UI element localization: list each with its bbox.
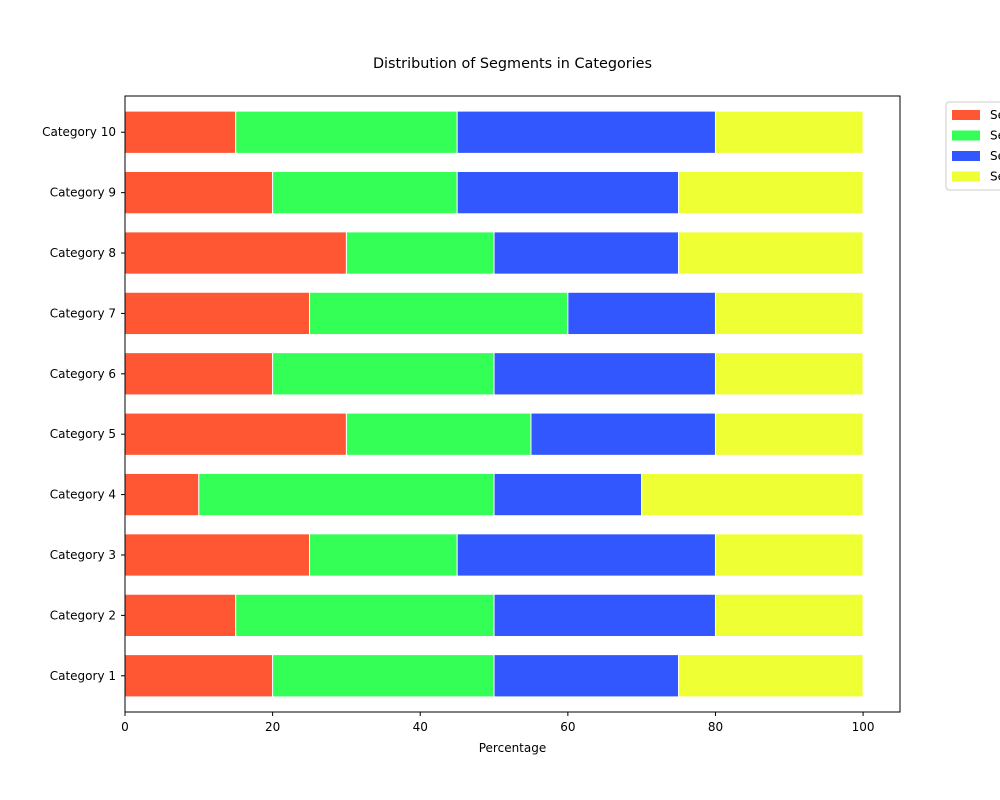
bar-segment — [530, 412, 716, 456]
y-tick-label: Category 1 — [50, 669, 116, 683]
bar-segment — [456, 170, 680, 215]
x-axis-label: Percentage — [479, 741, 547, 755]
bar-segment — [678, 654, 864, 698]
legend-label: Se — [990, 170, 1000, 184]
y-tick-label: Category 6 — [50, 367, 116, 381]
bar-segment — [272, 352, 495, 396]
x-tick-label: 20 — [265, 720, 280, 734]
x-tick-label: 80 — [708, 720, 723, 734]
y-tick-label: Category 3 — [50, 548, 116, 562]
bar-segment — [678, 170, 864, 215]
bar-segment — [493, 231, 680, 275]
legend: Se Se Se Se — [945, 101, 1000, 191]
chart-title: Distribution of Segments in Categories — [373, 56, 652, 72]
y-axis: Category 1 Category 2 Category 3 Category 4… — [42, 125, 125, 683]
bar-segment — [309, 533, 458, 577]
bar-segment — [124, 533, 311, 577]
bar-segment — [678, 231, 864, 275]
bar-segment — [714, 291, 864, 336]
bar-segment — [124, 412, 347, 456]
x-tick-label: 40 — [413, 720, 428, 734]
bar-segment — [456, 533, 716, 577]
bar-segment — [124, 110, 237, 154]
bar-segment — [235, 110, 458, 154]
legend-label: Se — [990, 108, 1000, 122]
legend-swatch — [952, 130, 980, 141]
bar-segment — [493, 593, 716, 638]
y-tick-label: Category 4 — [50, 488, 116, 502]
bar-segment — [235, 593, 495, 638]
x-axis: 0 20 40 60 80 100 — [121, 712, 875, 734]
plot-frame — [124, 95, 901, 713]
bar-segment — [272, 654, 495, 698]
y-tick-label: Category 5 — [50, 427, 116, 441]
legend-label: Se — [990, 129, 1000, 143]
bar-segment — [714, 593, 864, 638]
bar-segment — [493, 654, 680, 698]
bar-segment — [124, 654, 274, 698]
bar-segment — [309, 291, 569, 336]
bar-segment — [124, 593, 237, 638]
legend-swatch — [952, 151, 980, 161]
bar-segment — [124, 291, 311, 336]
legend-swatch — [952, 171, 980, 182]
x-tick-label: 60 — [560, 720, 575, 734]
x-tick-label: 0 — [121, 720, 129, 734]
bar-segment — [714, 352, 864, 396]
bars-group — [124, 110, 864, 698]
bar-segment — [124, 352, 274, 396]
bar-segment — [345, 412, 532, 456]
bar-segment — [714, 533, 864, 577]
y-tick-label: Category 7 — [50, 306, 116, 320]
y-tick-label: Category 10 — [42, 125, 116, 139]
bar-segment — [493, 472, 643, 517]
legend-swatch — [952, 110, 980, 120]
y-tick-label: Category 8 — [50, 246, 116, 260]
bar-segment — [124, 472, 200, 517]
legend-label: Se — [990, 149, 1000, 163]
x-tick-label: 100 — [852, 720, 875, 734]
legend-frame — [945, 101, 1000, 191]
bar-segment — [714, 110, 864, 154]
bar-segment — [124, 231, 347, 275]
bar-segment — [456, 110, 716, 154]
y-tick-label: Category 9 — [50, 186, 116, 200]
bar-segment — [714, 412, 864, 456]
bar-segment — [198, 472, 495, 517]
bar-segment — [641, 472, 864, 517]
bar-segment — [493, 352, 716, 396]
bar-segment — [567, 291, 716, 336]
bar-segment — [124, 170, 274, 215]
bar-segment — [272, 170, 458, 215]
bar-segment — [345, 231, 495, 275]
y-tick-label: Category 2 — [50, 608, 116, 622]
